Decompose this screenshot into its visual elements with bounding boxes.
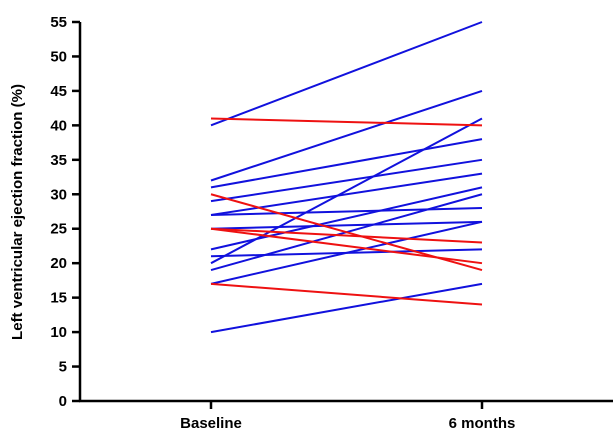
y-tick-label: 40 <box>50 117 67 134</box>
y-tick-label: 0 <box>59 393 67 410</box>
series-line-blue-3 <box>210 158 483 203</box>
series-line-red-17 <box>210 282 483 306</box>
series-line-blue-5 <box>210 207 483 216</box>
series-line-red-16 <box>210 227 483 265</box>
y-tick-label: 55 <box>50 14 67 31</box>
axes-layer: 0 5 10 15 20 25 30 35 40 45 50 55 Baseline 6 months <box>50 14 613 432</box>
series-line-red-13 <box>210 117 483 127</box>
series-line-red-15 <box>210 227 483 244</box>
series-line-blue-4 <box>210 172 483 216</box>
y-tick-label: 10 <box>50 324 67 341</box>
x-category-label: Baseline <box>180 415 242 432</box>
series-line-blue-2 <box>210 138 483 189</box>
series-line-blue-1 <box>210 89 483 182</box>
series-line-blue-6 <box>210 220 483 230</box>
y-tick-label: 50 <box>50 48 67 65</box>
series-line-blue-9 <box>210 117 483 265</box>
y-tick-label: 15 <box>50 290 67 307</box>
y-tick-label: 5 <box>59 359 67 376</box>
series-layer <box>210 21 483 334</box>
y-tick-label: 20 <box>50 255 67 272</box>
y-axis-title: Left ventricular ejection fraction (%) <box>9 84 26 340</box>
y-tick-label: 30 <box>50 186 67 203</box>
series-line-blue-11 <box>210 220 483 285</box>
y-tick-label: 25 <box>50 221 67 238</box>
series-line-blue-12 <box>210 282 483 334</box>
x-category-label: 6 months <box>449 415 516 432</box>
y-tick-label: 35 <box>50 152 67 169</box>
y-tick-label: 45 <box>50 83 67 100</box>
series-line-blue-0 <box>210 21 483 127</box>
